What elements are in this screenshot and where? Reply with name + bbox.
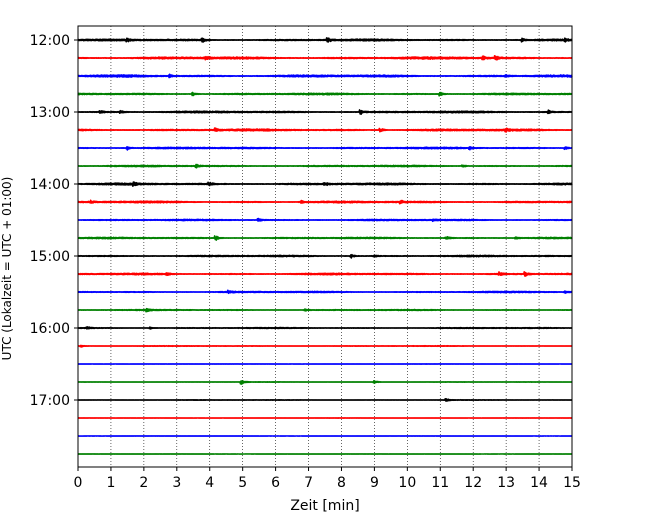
x-tick-label: 7 [304, 475, 313, 491]
trace-1530 [77, 289, 573, 295]
y-axis-ticks: 12:00 13:00 14:00 15:00 16:00 17:00 [30, 33, 78, 409]
trace-1430 [77, 217, 573, 223]
x-tick-label: 2 [139, 475, 148, 491]
trace-1315 [77, 127, 573, 133]
trace-1445 [77, 235, 573, 241]
x-tick-label: 1 [106, 475, 115, 491]
trace-1415 [77, 199, 573, 205]
y-axis-label: UTC (Lokalzeit = UTC + 01:00) [0, 177, 14, 361]
x-tick-label: 8 [337, 475, 346, 491]
y-tick-label: 16:00 [30, 321, 70, 337]
trace-1300 [77, 109, 573, 115]
y-tick-label: 12:00 [30, 33, 70, 49]
trace-1200 [77, 37, 573, 43]
trace-1700 [77, 398, 573, 402]
trace-1330 [77, 146, 573, 151]
trace-1245 [77, 91, 573, 97]
trace-1615 [77, 344, 573, 348]
x-tick-label: 10 [398, 475, 416, 491]
x-tick-label: 3 [172, 475, 181, 491]
x-tick-label: 11 [431, 475, 449, 491]
trace-1545 [77, 307, 573, 313]
x-axis-ticks: 0 1 2 3 4 5 6 7 8 9 10 11 12 13 14 15 [74, 467, 581, 491]
trace-1600 [77, 326, 573, 330]
trace-1515 [77, 271, 573, 277]
x-tick-label: 4 [205, 475, 214, 491]
grid-layer [110, 26, 540, 467]
x-tick-label: 6 [271, 475, 280, 491]
x-tick-label: 12 [464, 475, 482, 491]
plot-frame [77, 25, 573, 468]
y-tick-label: 15:00 [30, 249, 70, 265]
x-tick-label: 5 [238, 475, 247, 491]
x-tick-label: 0 [74, 475, 83, 491]
y-tick-label: 13:00 [30, 105, 70, 121]
x-tick-label: 13 [497, 475, 515, 491]
trace-1500 [77, 253, 573, 259]
x-tick-label: 15 [563, 475, 581, 491]
trace-1215 [77, 55, 573, 61]
trace-1230 [77, 73, 573, 79]
x-tick-label: 9 [370, 475, 379, 491]
trace-1645 [77, 380, 573, 385]
x-axis-label: Zeit [min] [290, 498, 359, 514]
x-tick-label: 14 [530, 475, 548, 491]
y-tick-label: 14:00 [30, 177, 70, 193]
trace-layer [77, 37, 573, 455]
trace-1345 [77, 163, 573, 169]
trace-1400 [77, 181, 573, 187]
y-tick-label: 17:00 [30, 393, 70, 409]
